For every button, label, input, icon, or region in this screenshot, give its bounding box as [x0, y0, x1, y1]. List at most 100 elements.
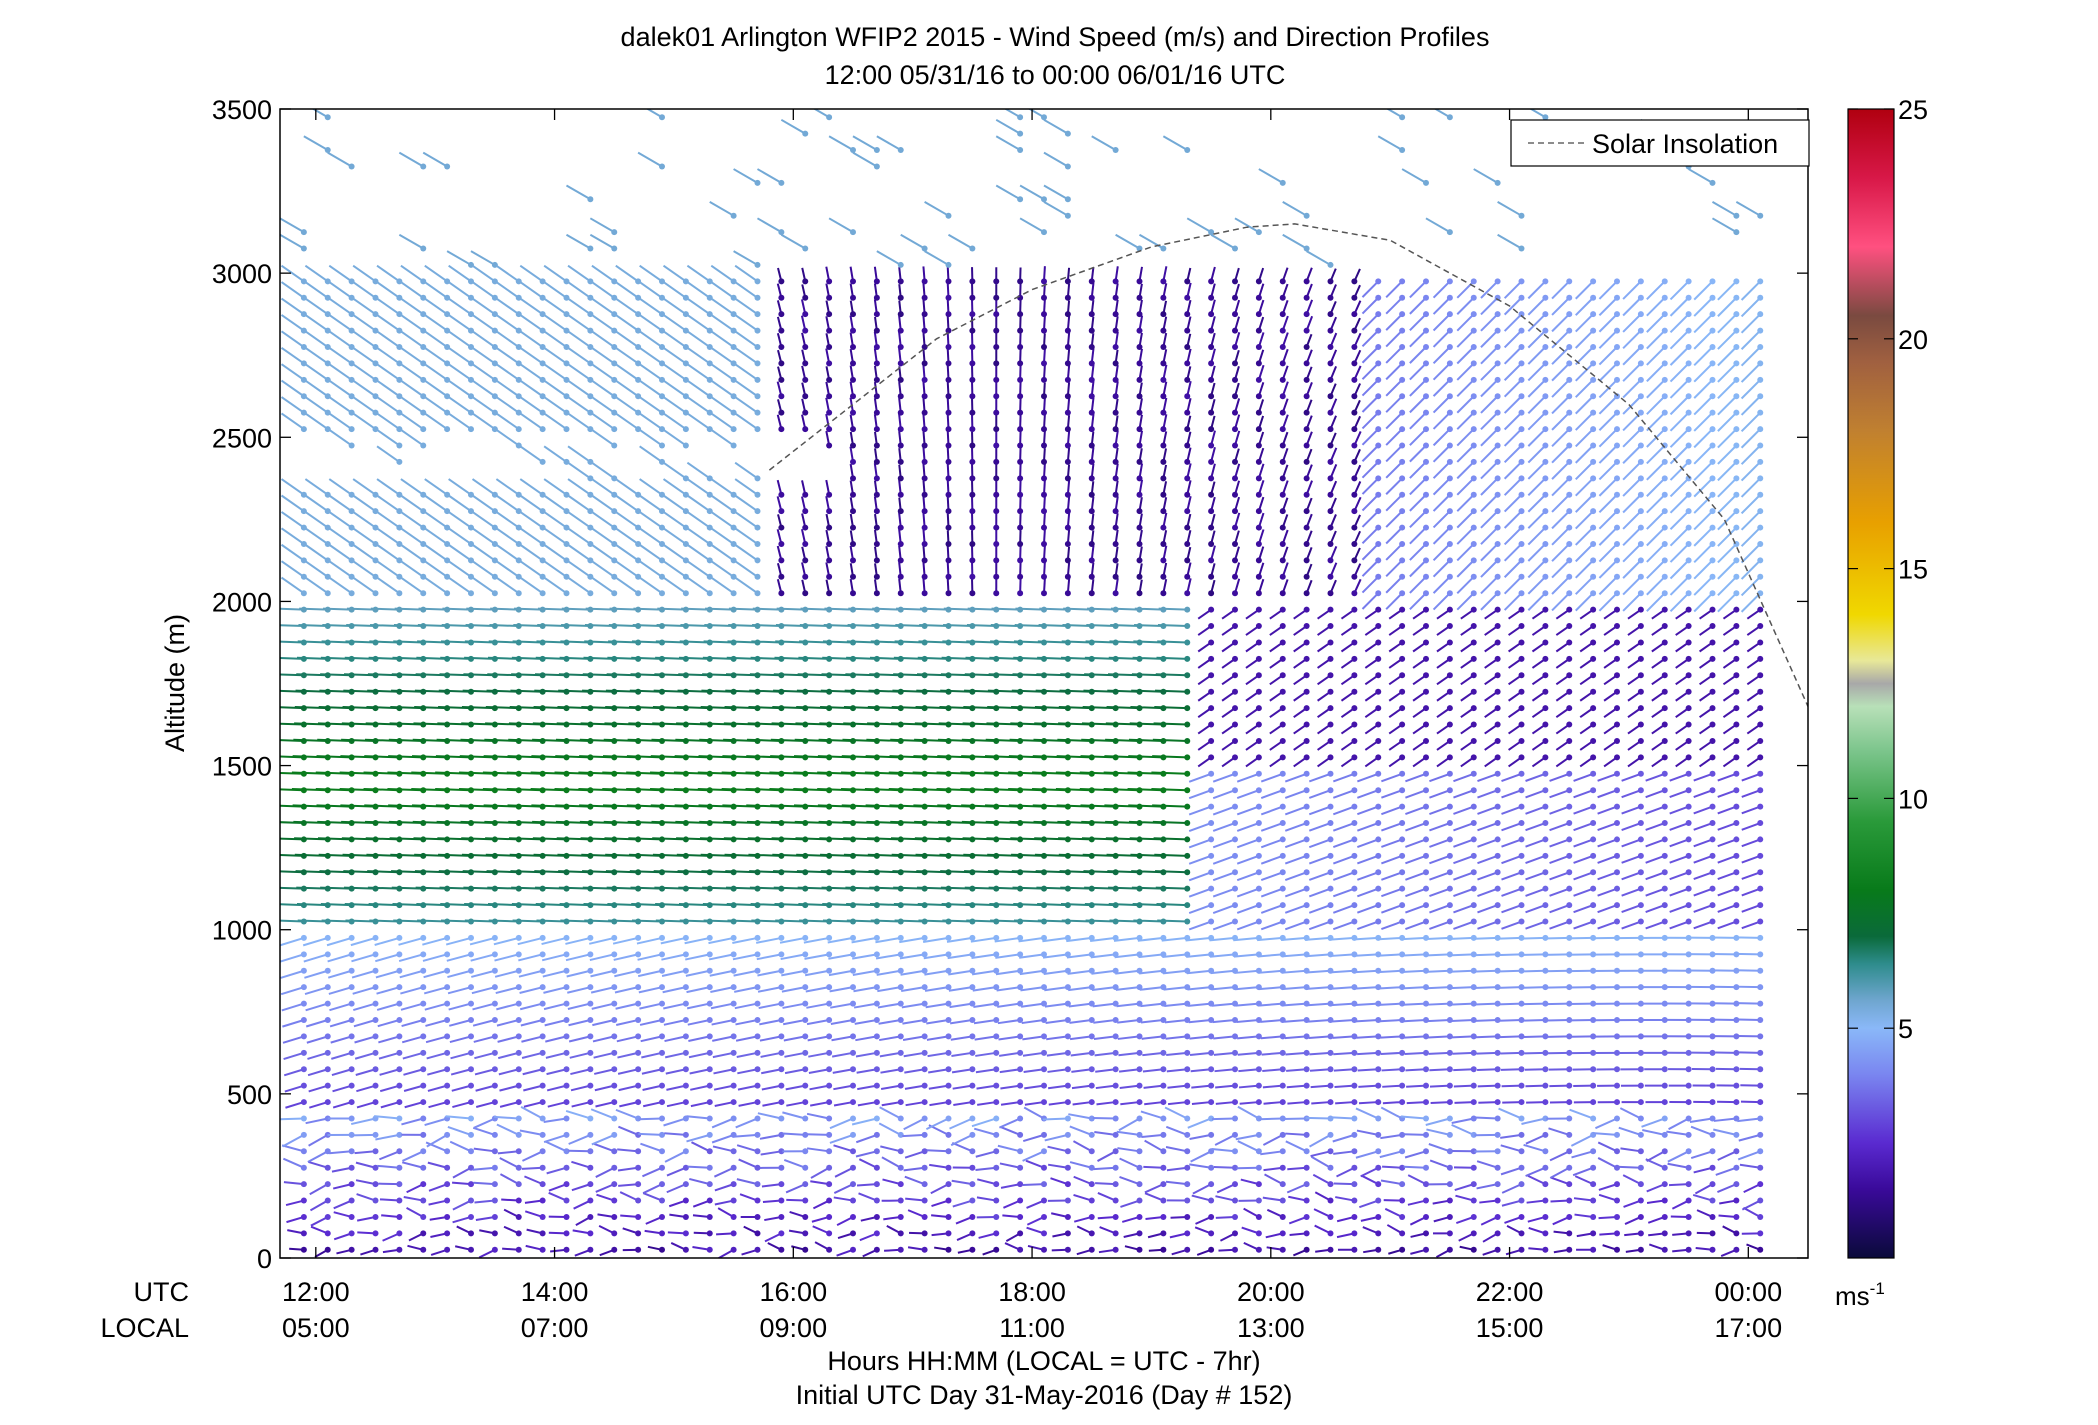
wind-barb-point [873, 573, 880, 580]
wind-barb-point [969, 409, 976, 416]
wind-barb-shaft [449, 1035, 472, 1044]
wind-barb-shaft [590, 986, 615, 994]
wind-barb-point [706, 1230, 713, 1237]
wind-barb-point [1232, 754, 1238, 761]
wind-barb-point [563, 1131, 570, 1138]
wind-barb-shaft [380, 1101, 400, 1109]
wind-barb-shaft [352, 330, 377, 348]
wind-barb-point [850, 1197, 856, 1204]
wind-barb-shaft [400, 494, 424, 512]
wind-barb-point [1017, 360, 1024, 367]
wind-barb-shaft [783, 1035, 806, 1042]
wind-barb-point [1232, 590, 1238, 597]
wind-barb-shaft [1260, 805, 1284, 816]
wind-barb-point [468, 967, 474, 974]
wind-barb-shaft [381, 1214, 400, 1218]
wind-barb-shaft [924, 969, 949, 976]
wind-barb-point [802, 524, 809, 531]
wind-barb-point [348, 1213, 355, 1220]
wind-barb-shaft [1236, 854, 1260, 865]
wind-barb-point [897, 1115, 904, 1122]
wind-barb-point [1160, 508, 1167, 515]
wind-barb-point [802, 1148, 809, 1155]
wind-barb-shaft [304, 986, 329, 996]
wind-barb-point [1112, 524, 1119, 531]
wind-barb-shaft [686, 986, 710, 994]
wind-barb-point [1232, 409, 1238, 416]
wind-barb-shaft [1070, 1051, 1092, 1057]
wind-barb-shaft [738, 1158, 758, 1169]
wind-barb-point [468, 590, 474, 597]
wind-barb-point [682, 1082, 689, 1089]
wind-barb-shaft [329, 1002, 352, 1012]
wind-barb-shaft [1116, 1002, 1140, 1008]
wind-barb-shaft [519, 330, 544, 348]
wind-barb-shaft [999, 1162, 1021, 1169]
wind-barb-shaft [686, 363, 711, 381]
wind-barb-shaft [471, 560, 496, 578]
wind-barb-point [969, 1213, 976, 1220]
wind-barb-shaft [400, 281, 424, 299]
wind-barb-point [372, 1148, 379, 1155]
wind-barb-shaft [1152, 755, 1188, 759]
wind-barb-shaft [638, 1117, 663, 1121]
wind-barb-shaft [448, 412, 472, 430]
wind-barb-point [372, 1000, 379, 1007]
wind-barb-shaft [633, 607, 663, 611]
wind-barb-point [754, 1164, 761, 1171]
wind-barb-point [1232, 918, 1238, 925]
wind-barb-point [802, 1246, 809, 1253]
wind-barb-point [778, 1197, 785, 1204]
wind-barb-shaft [1117, 1147, 1140, 1153]
wind-barb-point [1255, 1099, 1262, 1106]
wind-barb-point [1088, 311, 1095, 318]
wind-barb-point [921, 442, 928, 449]
wind-barb-shaft [762, 1199, 782, 1203]
wind-barb-point [1255, 376, 1262, 383]
wind-barb-point [324, 1033, 331, 1040]
wind-barb-point [802, 1016, 809, 1023]
wind-barb-point [1232, 820, 1238, 827]
wind-barb-shaft [495, 986, 519, 995]
wind-barb-shaft [780, 953, 806, 961]
wind-barb-point [921, 573, 928, 580]
wind-barb-shaft [1260, 920, 1284, 931]
wind-barb-point [730, 1099, 737, 1106]
wind-barb-point [324, 147, 331, 154]
wind-barb-point [659, 1197, 665, 1204]
wind-barb-shaft [761, 1183, 782, 1188]
wind-barb-point [348, 1246, 355, 1253]
wind-barb-point [826, 491, 833, 498]
wind-barb-shaft [424, 576, 448, 595]
wind-barb-point [945, 1148, 952, 1155]
wind-barb-point [1232, 458, 1238, 465]
wind-barb-shaft [375, 1133, 400, 1141]
wind-barb-point [945, 1082, 952, 1089]
wind-barb-shaft [901, 986, 925, 993]
wind-barb-shaft [1259, 1002, 1283, 1007]
wind-barb-shaft [737, 1084, 758, 1091]
wind-barb-shaft [424, 1002, 448, 1011]
wind-barb-point [1208, 524, 1215, 531]
wind-barb-point [1255, 393, 1262, 400]
wind-barb-shaft [304, 494, 329, 512]
wind-barb-shaft [307, 1051, 329, 1060]
wind-barb-point [1279, 1181, 1286, 1188]
wind-barb-point [515, 1197, 522, 1204]
wind-barb-point [706, 1181, 713, 1188]
wind-barb-shaft [448, 1002, 472, 1011]
wind-barb-point [1232, 360, 1238, 367]
wind-barb-shaft [447, 1125, 472, 1136]
wind-barb-point [850, 1131, 856, 1138]
wind-barb-shaft [808, 1051, 830, 1058]
wind-barb-shaft [1260, 871, 1284, 882]
wind-barb-point [921, 1230, 928, 1237]
wind-barb-point [682, 590, 689, 597]
wind-barb-point [993, 1213, 1000, 1220]
wind-barb-shaft [452, 1166, 472, 1179]
wind-barb-point [324, 1115, 331, 1122]
wind-barb-point [587, 1230, 594, 1237]
wind-barb-shaft [473, 1117, 496, 1129]
wind-barb-shaft [971, 969, 997, 976]
wind-barb-point [921, 327, 928, 334]
